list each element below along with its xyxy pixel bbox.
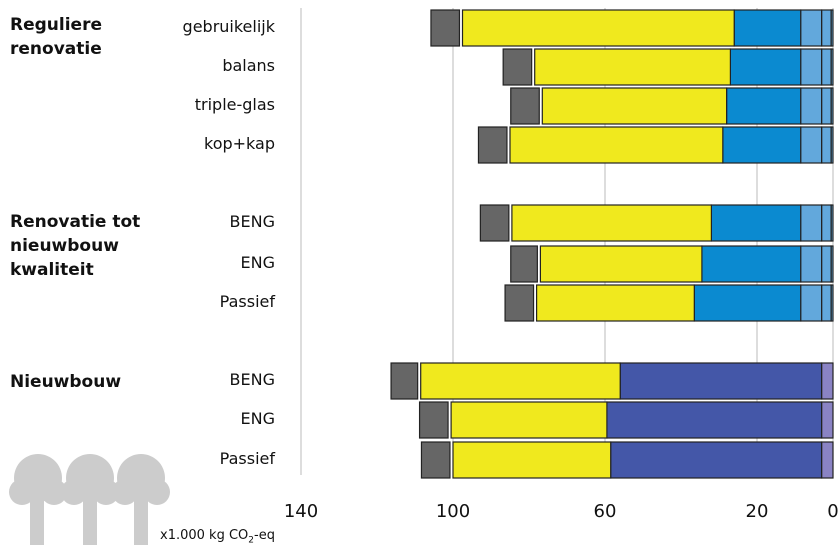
bar-segment-yellow [450,401,608,439]
row-label: triple-glas [194,95,275,114]
bar-segment-blue [729,48,802,86]
bar-segment-yellow [511,204,712,242]
bar-segment-dark-grey [510,87,540,125]
bar-segment-light-blue [820,48,832,86]
bar-segment-dark-grey [504,284,535,322]
bar-segment-blue [722,126,802,164]
x-tick-label: 20 [746,501,769,522]
bar-segment-dark-blue [606,401,823,439]
bar-segment-blue [701,245,802,283]
bar-segment-light-blue [800,245,823,283]
bar-segment-yellow [509,126,724,164]
row-label: balans [222,56,275,75]
bar-segment-light-blue [800,126,823,164]
row-label: Passief [219,449,275,468]
bars [390,9,834,479]
bar-segment-dark-grey [418,401,449,439]
group-title: Renovatie tot nieuwbouw kwaliteit [10,212,141,280]
bar-segment-light-blue [820,284,832,322]
bar-segment-blue [725,87,802,125]
bar-segment-light-blue [820,245,832,283]
row-label: gebruikelijk [182,17,275,36]
bar-segment-yellow [539,245,703,283]
bar-segment-yellow [452,441,612,479]
bar-segment-dark-grey [420,441,451,479]
bar-segment-light-blue [800,9,823,47]
bar-segment-purple [820,401,834,439]
bar-segment-purple [820,362,834,400]
row-label: kop+kap [204,134,275,153]
row-label: ENG [240,253,275,272]
bar-segment-yellow [420,362,621,400]
bar-segment-blue [733,9,802,47]
bar-segment-dark-grey [510,245,538,283]
bar-segment-dark-grey [502,48,533,86]
x-tick-label: 140 [284,501,318,522]
bar-segment-light-blue [820,87,832,125]
bar-segment-light-blue [800,284,823,322]
bar-segment-light-blue [800,48,823,86]
bar-segment-light-blue [820,204,832,242]
row-label: Passief [219,292,275,311]
bar-segment-light-blue [800,204,823,242]
bar-segment-light-blue [820,126,832,164]
bar-segment-blue [710,204,802,242]
bar-segment-light-blue [800,87,823,125]
group-title: Reguliere renovatie [10,15,102,59]
bar-segment-purple [820,441,834,479]
x-axis-unit: x1.000 kg CO2-eq [160,528,275,546]
bar-segment-light-blue [820,9,832,47]
bar-segment-dark-blue [610,441,823,479]
x-tick-label: 100 [436,501,470,522]
trees-icon [9,454,170,545]
bar-segment-yellow [534,48,732,86]
bar-segment-blue [693,284,802,322]
bar-segment-yellow [541,87,728,125]
row-label: BENG [229,370,275,389]
x-axis-ticks: 140 100 60 20 0 [284,501,839,522]
bar-segment-dark-grey [430,9,461,47]
bar-segment-dark-grey [477,126,508,164]
bar-segment-yellow [461,9,735,47]
x-tick-label: 60 [594,501,617,522]
bar-segment-dark-blue [619,362,823,400]
row-label: BENG [229,212,275,231]
row-label: ENG [240,409,275,428]
bar-segment-yellow [535,284,695,322]
group-title: Nieuwbouw [10,372,122,392]
bar-segment-dark-grey [479,204,510,242]
x-tick-label: 0 [827,501,838,522]
bar-segment-dark-grey [390,362,419,400]
